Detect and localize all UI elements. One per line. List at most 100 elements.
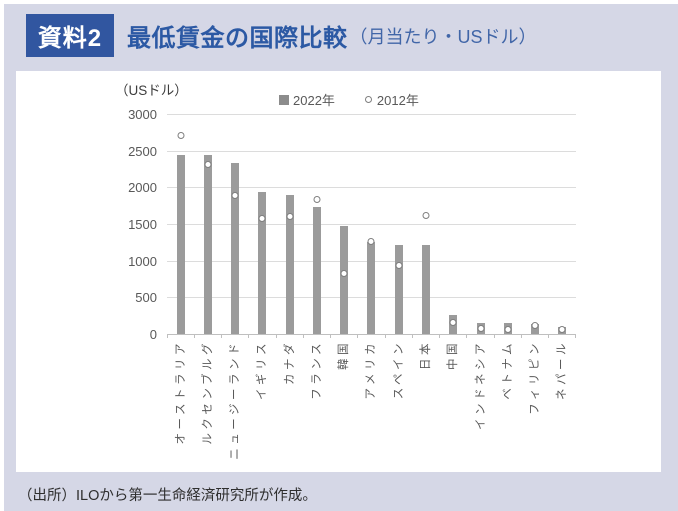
y-tick-label: 1500 bbox=[128, 217, 157, 232]
dot-2012 bbox=[449, 318, 457, 326]
dot-2012 bbox=[177, 131, 185, 139]
bar-2022 bbox=[531, 324, 540, 334]
bar-2022 bbox=[285, 195, 294, 334]
axis-tick bbox=[221, 334, 223, 338]
dot-2012 bbox=[395, 261, 403, 269]
category-cell: イギリス bbox=[249, 114, 277, 400]
category-cell: スペイン bbox=[385, 114, 413, 399]
dot-2012 bbox=[422, 212, 430, 220]
dot-2012 bbox=[504, 326, 512, 334]
x-tick-label: オーストラリア bbox=[174, 340, 187, 445]
source-note: （出所）ILOから第一生命経済研究所が作成。 bbox=[18, 488, 317, 504]
axis-tick bbox=[193, 334, 195, 338]
material-number-badge: 資料2 bbox=[26, 14, 114, 57]
bar-2022 bbox=[258, 192, 267, 334]
axis-tick bbox=[384, 334, 386, 338]
y-tick-label: 2000 bbox=[128, 180, 157, 196]
x-tick-label: アメリカ bbox=[365, 340, 378, 400]
y-tick-label: 3000 bbox=[128, 107, 157, 122]
page-title: 最低賃金の国際比較 （月当たり・USドル） bbox=[127, 14, 537, 57]
legend-circle-icon bbox=[364, 96, 372, 103]
title-text: 最低賃金の国際比較 bbox=[127, 25, 348, 52]
x-tick-label: イギリス bbox=[256, 340, 269, 400]
axis-tick bbox=[439, 334, 441, 338]
x-tick-label: フランス bbox=[310, 340, 323, 400]
gridline bbox=[167, 187, 576, 189]
category-cell: ベトナム bbox=[494, 114, 522, 400]
chart-panel: （USドル） 2022年 2012年 0 500 1000 1500 2000 2500 3… bbox=[16, 71, 661, 472]
axis-tick bbox=[493, 334, 495, 338]
bar-2022 bbox=[312, 207, 321, 334]
axis-tick bbox=[302, 334, 304, 338]
bar-2022 bbox=[422, 245, 431, 334]
plot-area: 0 500 1000 1500 2000 2500 3000 オーストラリア ルクセンブルグ ニュ… bbox=[128, 107, 577, 460]
dot-2012 bbox=[231, 191, 239, 199]
bar-2022 bbox=[340, 226, 349, 334]
gridline bbox=[167, 224, 576, 225]
legend-item-2012: 2012年 bbox=[364, 90, 419, 109]
y-tick-label: 500 bbox=[135, 290, 157, 306]
chart-legend: 2022年 2012年 bbox=[279, 90, 419, 109]
x-tick-label: フィリピン bbox=[529, 340, 542, 415]
legend-item-2022: 2022年 bbox=[279, 90, 335, 109]
bar-2022 bbox=[367, 242, 376, 334]
x-tick-label: インドネシア bbox=[474, 340, 487, 430]
category-cell: ルクセンブルグ bbox=[194, 114, 223, 445]
x-tick-label: ベトナム bbox=[501, 340, 514, 400]
category-cell: ニュージーランド bbox=[222, 114, 250, 460]
category-cell: ネパール bbox=[549, 114, 577, 400]
y-tick-label: 0 bbox=[149, 327, 157, 342]
gridline bbox=[167, 150, 576, 152]
y-tick-label: 2500 bbox=[128, 143, 157, 159]
legend-label-2022: 2022年 bbox=[293, 93, 335, 108]
category-cell: 韓国 bbox=[331, 114, 359, 370]
category-cell: インドネシア bbox=[467, 114, 495, 430]
x-tick-label: ネパール bbox=[556, 340, 569, 400]
category-cell: アメリカ bbox=[358, 114, 386, 399]
dot-2012 bbox=[286, 213, 294, 221]
category-cell: フィリピン bbox=[521, 114, 550, 415]
x-tick-label: ルクセンブルグ bbox=[201, 340, 214, 445]
axis-tick bbox=[466, 334, 468, 338]
y-tick-label: 1000 bbox=[128, 253, 157, 269]
y-axis-unit-label: （USドル） bbox=[115, 83, 188, 98]
x-tick-label: 中国 bbox=[447, 340, 460, 370]
axis-tick bbox=[520, 334, 522, 338]
gridline bbox=[167, 114, 576, 115]
categories-row: オーストラリア ルクセンブルグ ニュージーランド イギリス カナダ フランス 韓国 アメリカ ス… bbox=[167, 114, 577, 460]
axis-tick bbox=[548, 334, 550, 338]
dot-2012 bbox=[340, 269, 348, 277]
x-tick-label: ニュージーランド bbox=[229, 340, 242, 460]
x-tick-label: カナダ bbox=[283, 340, 296, 385]
dot-2012 bbox=[477, 324, 485, 332]
bar-2022 bbox=[231, 163, 240, 334]
legend-label-2012: 2012年 bbox=[376, 93, 419, 108]
title-subtitle: （月当たり・USドル） bbox=[349, 26, 537, 47]
axis-tick bbox=[330, 334, 332, 338]
axis-tick bbox=[248, 334, 250, 338]
x-tick-label: 日本 bbox=[420, 340, 433, 370]
category-cell: カナダ bbox=[276, 114, 304, 385]
dot-2012 bbox=[367, 238, 375, 246]
x-tick-label: 韓国 bbox=[338, 340, 351, 370]
x-axis-line bbox=[167, 334, 576, 335]
category-cell: オーストラリア bbox=[167, 114, 195, 444]
dot-2012 bbox=[558, 326, 566, 334]
bar-2022 bbox=[203, 155, 212, 334]
axis-tick bbox=[167, 334, 168, 338]
bar-2022 bbox=[176, 155, 185, 334]
dot-2012 bbox=[258, 215, 266, 222]
axis-tick bbox=[411, 334, 413, 338]
category-cell: 日本 bbox=[412, 114, 441, 370]
category-cell: フランス bbox=[303, 114, 332, 400]
dot-2012 bbox=[531, 321, 539, 329]
axis-tick bbox=[275, 334, 277, 338]
x-tick-label: スペイン bbox=[392, 340, 405, 400]
axis-tick bbox=[575, 334, 577, 338]
axis-tick bbox=[357, 334, 359, 338]
dot-2012 bbox=[313, 195, 321, 203]
category-cell: 中国 bbox=[440, 114, 468, 370]
dot-2012 bbox=[204, 161, 212, 169]
bar-2022 bbox=[394, 245, 403, 334]
legend-square-icon bbox=[279, 94, 289, 105]
